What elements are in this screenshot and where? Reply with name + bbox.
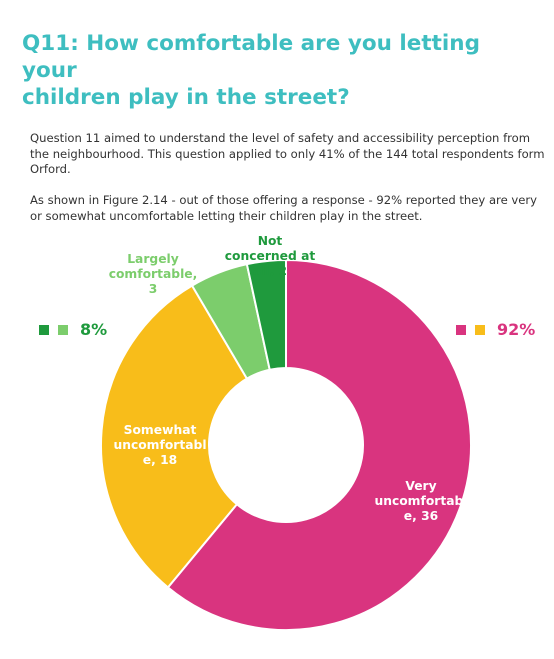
slice-group [100, 258, 472, 631]
legend-swatch-somewhat-uncomfortable [475, 325, 485, 335]
slice-not-concerned [245, 258, 287, 371]
intro-paragraph: Question 11 aimed to understand the leve… [30, 131, 545, 176]
label-somewhat-uncomfortable: Somewhat uncomfortabl e, 18 [113, 423, 206, 467]
label-not-concerned: Not concerned at all, 2 [225, 234, 316, 278]
label-very-uncomfortable: Very uncomfortabl e, 36 [374, 479, 467, 523]
legend-swatch-very-uncomfortable [456, 325, 466, 335]
legend-swatch-largely-comfortable [58, 325, 68, 335]
legend-group-92pct: 92% [456, 320, 535, 339]
slice-very-uncomfortable [166, 258, 472, 631]
label-largely-comfortable: Largely comfortable, 3 [109, 252, 198, 296]
title-line-1: Q11: How comfortable are you letting you… [22, 31, 480, 83]
legend-total-92pct: 92% [497, 320, 535, 339]
legend-group-8pct: 8% [39, 320, 107, 339]
title-line-2: children play in the street? [22, 85, 350, 110]
page-title: Q11: How comfortable are you letting you… [22, 30, 542, 111]
label-group: Very uncomfortabl e, 36 Somewhat uncomfortab… [109, 234, 468, 523]
figure-paragraph: As shown in Figure 2.14 - out of those o… [30, 193, 538, 223]
legend-swatch-not-concerned [39, 325, 49, 335]
slice-somewhat-uncomfortable [100, 284, 249, 589]
legend-total-8pct: 8% [80, 320, 107, 339]
